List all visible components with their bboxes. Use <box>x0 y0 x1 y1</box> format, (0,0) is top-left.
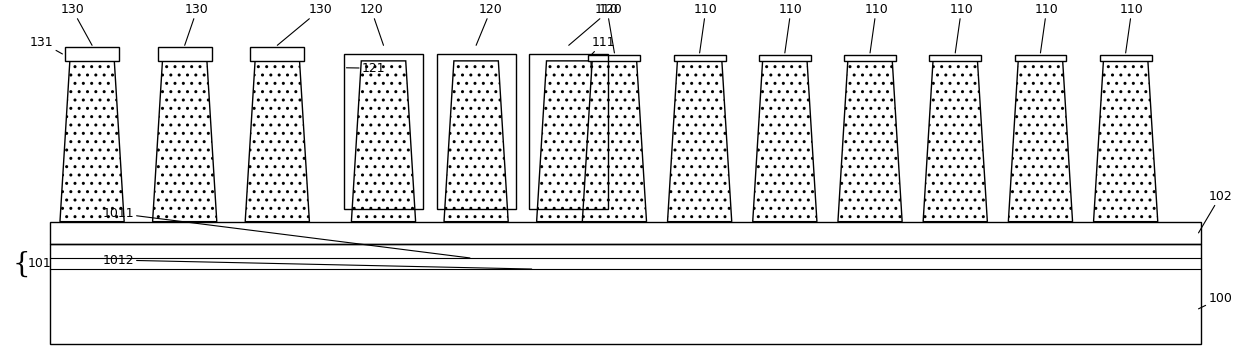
Text: 130: 130 <box>185 3 209 45</box>
Text: 130: 130 <box>278 3 332 45</box>
Text: 120: 120 <box>476 3 503 45</box>
Text: 100: 100 <box>1198 291 1233 309</box>
Text: 1012: 1012 <box>102 253 532 269</box>
Text: 121: 121 <box>347 62 385 75</box>
Polygon shape <box>753 61 817 222</box>
Text: 110: 110 <box>1035 3 1058 53</box>
Text: {: { <box>14 250 31 277</box>
Text: 110: 110 <box>949 3 974 53</box>
Polygon shape <box>589 55 641 61</box>
Polygon shape <box>1015 55 1067 61</box>
Polygon shape <box>250 47 305 61</box>
Text: 120: 120 <box>359 3 384 45</box>
Text: 110: 110 <box>865 3 888 53</box>
Text: 110: 110 <box>595 3 620 53</box>
Text: 110: 110 <box>1120 3 1144 53</box>
Text: 101: 101 <box>27 257 52 270</box>
Text: 130: 130 <box>61 3 92 45</box>
Text: 111: 111 <box>589 36 615 58</box>
Polygon shape <box>1094 61 1157 222</box>
Polygon shape <box>444 61 508 222</box>
Polygon shape <box>157 47 212 61</box>
Polygon shape <box>152 61 217 222</box>
Polygon shape <box>929 55 981 61</box>
Polygon shape <box>838 61 902 222</box>
Polygon shape <box>59 61 124 222</box>
Text: 1011: 1011 <box>102 207 470 258</box>
Text: 102: 102 <box>1198 190 1232 233</box>
Text: 110: 110 <box>694 3 717 53</box>
Polygon shape <box>674 55 726 61</box>
Polygon shape <box>352 61 415 222</box>
Text: 110: 110 <box>779 3 803 53</box>
Polygon shape <box>1009 61 1073 222</box>
Polygon shape <box>536 61 601 222</box>
Text: 120: 120 <box>569 3 622 45</box>
Polygon shape <box>64 47 119 61</box>
Polygon shape <box>844 55 896 61</box>
Polygon shape <box>582 61 647 222</box>
Polygon shape <box>245 61 310 222</box>
Polygon shape <box>1100 55 1151 61</box>
Polygon shape <box>760 55 810 61</box>
Polygon shape <box>668 61 732 222</box>
Text: 131: 131 <box>30 36 62 54</box>
Polygon shape <box>923 61 987 222</box>
